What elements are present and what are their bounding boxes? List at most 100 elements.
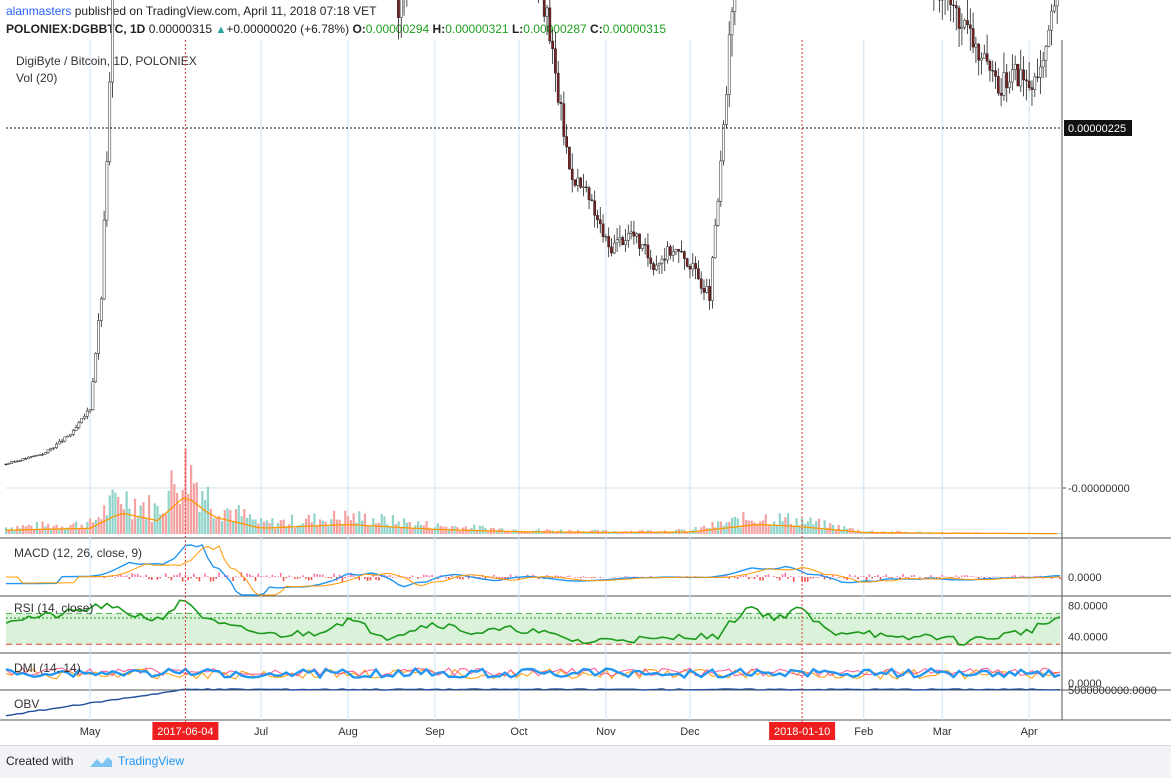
volume-bar xyxy=(714,527,716,534)
macd-histogram-bar xyxy=(126,575,128,577)
volume-bar xyxy=(13,530,15,534)
candle xyxy=(557,73,559,102)
obv-line xyxy=(6,689,1060,716)
candle xyxy=(67,436,69,437)
x-tick-label: May xyxy=(80,726,101,738)
macd-histogram-bar xyxy=(493,575,495,577)
volume-bar xyxy=(131,519,133,534)
volume-bar xyxy=(204,500,206,534)
x-tick-label: Jul xyxy=(254,726,268,738)
volume-bar xyxy=(148,495,150,534)
macd-histogram-bar xyxy=(967,575,969,577)
candle xyxy=(703,288,705,292)
volume-bar xyxy=(103,505,105,534)
macd-histogram-bar xyxy=(810,577,812,579)
volume-bar xyxy=(69,525,71,534)
macd-histogram-bar xyxy=(375,577,377,580)
volume-bar xyxy=(739,527,741,534)
macd-histogram-bar xyxy=(930,575,932,577)
volume-bar xyxy=(838,525,840,534)
macd-histogram-bar xyxy=(210,577,212,582)
candle xyxy=(585,187,587,188)
volume-bar xyxy=(173,484,175,534)
macd-histogram-bar xyxy=(171,577,173,580)
volume-bar xyxy=(400,527,402,534)
macd-histogram-bar xyxy=(322,575,324,577)
candle xyxy=(81,418,83,423)
volume-bar xyxy=(92,522,94,534)
volume-bar xyxy=(98,517,100,534)
macd-histogram-bar xyxy=(773,576,775,577)
candle xyxy=(64,437,66,441)
volume-bar xyxy=(423,525,425,534)
macd-histogram-bar xyxy=(908,577,910,578)
volume-bar xyxy=(720,522,722,534)
x-tick-label: Apr xyxy=(1021,726,1038,738)
volume-bar xyxy=(776,526,778,534)
macd-histogram-bar xyxy=(804,577,806,582)
volume-bar xyxy=(392,515,394,534)
volume-bar xyxy=(395,524,397,534)
macd-histogram-bar xyxy=(897,576,899,577)
volume-bar xyxy=(459,531,461,534)
volume-bar xyxy=(487,531,489,534)
candle xyxy=(1053,6,1055,11)
macd-histogram-bar xyxy=(305,577,307,579)
macd-histogram-bar xyxy=(1014,575,1016,577)
candle xyxy=(591,200,593,201)
macd-histogram-bar xyxy=(445,577,447,578)
x-tick-label: Sep xyxy=(425,726,445,738)
volume-bar xyxy=(120,504,122,534)
candle xyxy=(86,411,88,416)
macd-histogram-bar xyxy=(288,576,290,577)
volume-bar xyxy=(375,523,377,534)
candle xyxy=(1020,70,1022,86)
volume-bar xyxy=(302,523,304,534)
price-chart[interactable]: 0.000028000.000026000.000024000.00002200… xyxy=(0,0,1171,745)
volume-bar xyxy=(824,520,826,534)
volume-bar xyxy=(128,509,130,534)
candle xyxy=(83,416,85,418)
macd-histogram-bar xyxy=(964,575,966,577)
rsi-tick-label: 40.0000 xyxy=(1068,632,1108,644)
candle xyxy=(594,201,596,216)
candle xyxy=(1017,64,1019,86)
candle xyxy=(89,410,91,411)
macd-histogram-bar xyxy=(213,577,215,581)
volume-bar xyxy=(196,482,198,534)
candle xyxy=(577,178,579,185)
candle xyxy=(1042,60,1044,67)
volume-bar xyxy=(269,523,271,534)
tradingview-brand-link[interactable]: TradingView xyxy=(118,754,184,768)
candle xyxy=(546,8,548,17)
macd-histogram-bar xyxy=(319,575,321,577)
volume-bar xyxy=(229,510,231,534)
volume-bar xyxy=(179,504,181,534)
macd-histogram-bar xyxy=(378,577,380,581)
macd-histogram-bar xyxy=(283,577,285,581)
volume-bar xyxy=(779,513,781,534)
volume-bar xyxy=(420,525,422,534)
volume-bar xyxy=(742,512,744,534)
macd-histogram-bar xyxy=(888,577,890,578)
macd-histogram-bar xyxy=(420,577,422,578)
macd-histogram-bar xyxy=(328,577,330,578)
candle xyxy=(549,8,551,41)
volume-bar xyxy=(333,511,335,534)
candle xyxy=(97,320,99,353)
candle xyxy=(697,269,699,279)
macd-histogram-bar xyxy=(286,577,288,578)
macd-histogram-bar xyxy=(129,577,131,579)
macd-histogram-bar xyxy=(263,576,265,577)
candle xyxy=(627,233,629,240)
macd-histogram-bar xyxy=(824,577,826,579)
volume-bar xyxy=(176,493,178,534)
volume-bar xyxy=(734,517,736,534)
candle xyxy=(613,243,615,253)
macd-histogram-bar xyxy=(591,577,593,578)
candle xyxy=(997,76,999,93)
macd-histogram-bar xyxy=(961,575,963,577)
candle xyxy=(686,259,688,267)
macd-histogram-bar xyxy=(266,575,268,577)
volume-bar xyxy=(767,526,769,534)
